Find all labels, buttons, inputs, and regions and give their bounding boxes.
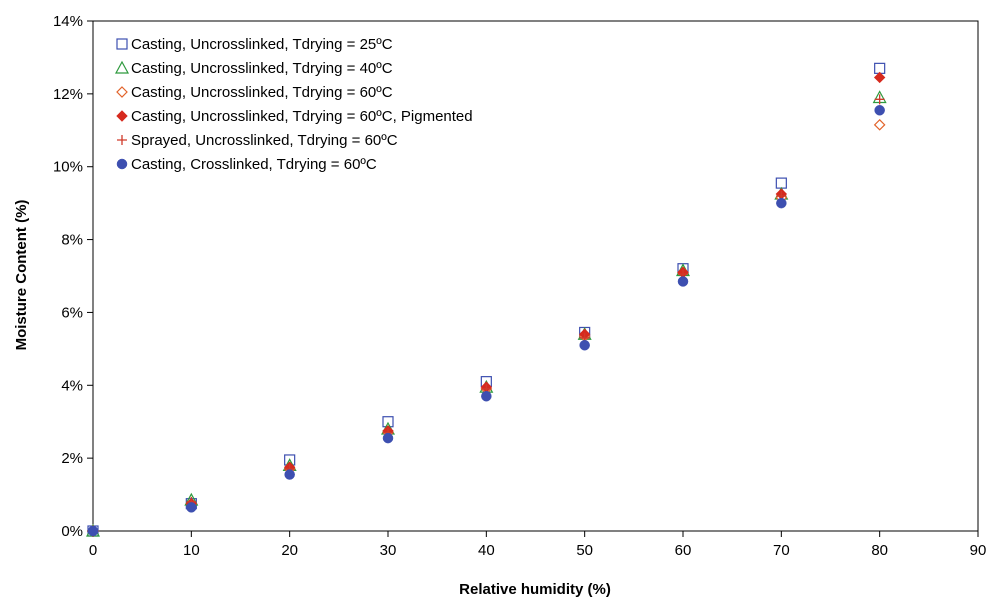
data-point bbox=[579, 339, 590, 351]
legend-label: Casting, Crosslinked, Tdrying = 60ºC bbox=[131, 156, 377, 173]
data-point bbox=[874, 94, 885, 105]
legend-item-2: Casting, Uncrosslinked, Tdrying = 40ºC bbox=[114, 60, 393, 77]
data-point bbox=[775, 177, 787, 189]
legend-label: Casting, Uncrosslinked, Tdrying = 60ºC, … bbox=[131, 108, 473, 125]
y-axis-title: Moisture Content (%) bbox=[13, 200, 30, 351]
legend-marker bbox=[116, 110, 128, 122]
legend-marker bbox=[114, 60, 130, 74]
x-axis-title: Relative humidity (%) bbox=[459, 581, 611, 598]
data-points bbox=[85, 62, 887, 537]
x-tick-label: 70 bbox=[773, 542, 790, 559]
legend-item-4: Casting, Uncrosslinked, Tdrying = 60ºC, … bbox=[116, 108, 473, 125]
axes bbox=[92, 20, 979, 532]
data-point bbox=[873, 71, 886, 84]
x-axis-ticks: 0 10 20 30 40 50 60 70 80 90 bbox=[89, 531, 987, 559]
data-point bbox=[382, 432, 394, 444]
legend-marker bbox=[117, 135, 127, 145]
legend-item-1: Casting, Uncrosslinked, Tdrying = 25ºC bbox=[116, 36, 393, 53]
y-tick-label: 8% bbox=[61, 232, 83, 249]
legend-marker bbox=[116, 86, 128, 98]
legend-item-6: Casting, Crosslinked, Tdrying = 60ºC bbox=[116, 156, 377, 173]
legend-label: Casting, Uncrosslinked, Tdrying = 25ºC bbox=[131, 36, 393, 53]
legend-label: Casting, Uncrosslinked, Tdrying = 40ºC bbox=[131, 60, 393, 77]
x-tick-label: 10 bbox=[183, 542, 200, 559]
data-point bbox=[873, 118, 886, 131]
y-tick-label: 6% bbox=[61, 304, 83, 321]
y-axis-ticks: 0% 2% 4% 6% 8% 10% 12% 14% bbox=[53, 13, 93, 540]
legend-marker bbox=[116, 158, 128, 170]
y-tick-label: 2% bbox=[61, 450, 83, 467]
legend-label: Sprayed, Uncrosslinked, Tdrying = 60ºC bbox=[131, 132, 398, 149]
x-tick-label: 20 bbox=[281, 542, 298, 559]
x-tick-label: 40 bbox=[478, 542, 495, 559]
y-tick-label: 12% bbox=[53, 86, 83, 103]
y-tick-label: 0% bbox=[61, 523, 83, 540]
data-point bbox=[186, 502, 197, 513]
legend-marker bbox=[116, 38, 128, 50]
x-tick-label: 90 bbox=[970, 542, 987, 559]
legend-label: Casting, Uncrosslinked, Tdrying = 60ºC bbox=[131, 84, 393, 101]
x-tick-label: 50 bbox=[576, 542, 593, 559]
y-tick-label: 4% bbox=[61, 377, 83, 394]
x-tick-label: 30 bbox=[380, 542, 397, 559]
data-point bbox=[776, 197, 787, 209]
x-tick-label: 60 bbox=[675, 542, 692, 559]
x-tick-label: 80 bbox=[871, 542, 888, 559]
legend-item-3: Casting, Uncrosslinked, Tdrying = 60ºC bbox=[116, 84, 393, 101]
series-6 bbox=[87, 105, 885, 537]
y-tick-label: 10% bbox=[53, 159, 83, 176]
data-point bbox=[284, 469, 295, 480]
data-point bbox=[874, 105, 885, 116]
y-tick-label: 14% bbox=[53, 13, 83, 30]
legend-item-5: Sprayed, Uncrosslinked, Tdrying = 60ºC bbox=[117, 132, 398, 149]
x-tick-label: 0 bbox=[89, 542, 97, 559]
data-point bbox=[481, 390, 492, 402]
data-point bbox=[87, 525, 99, 537]
data-point bbox=[677, 276, 689, 287]
plot-frame bbox=[92, 20, 979, 532]
legend: Casting, Uncrosslinked, Tdrying = 25ºC Ca… bbox=[114, 36, 473, 173]
